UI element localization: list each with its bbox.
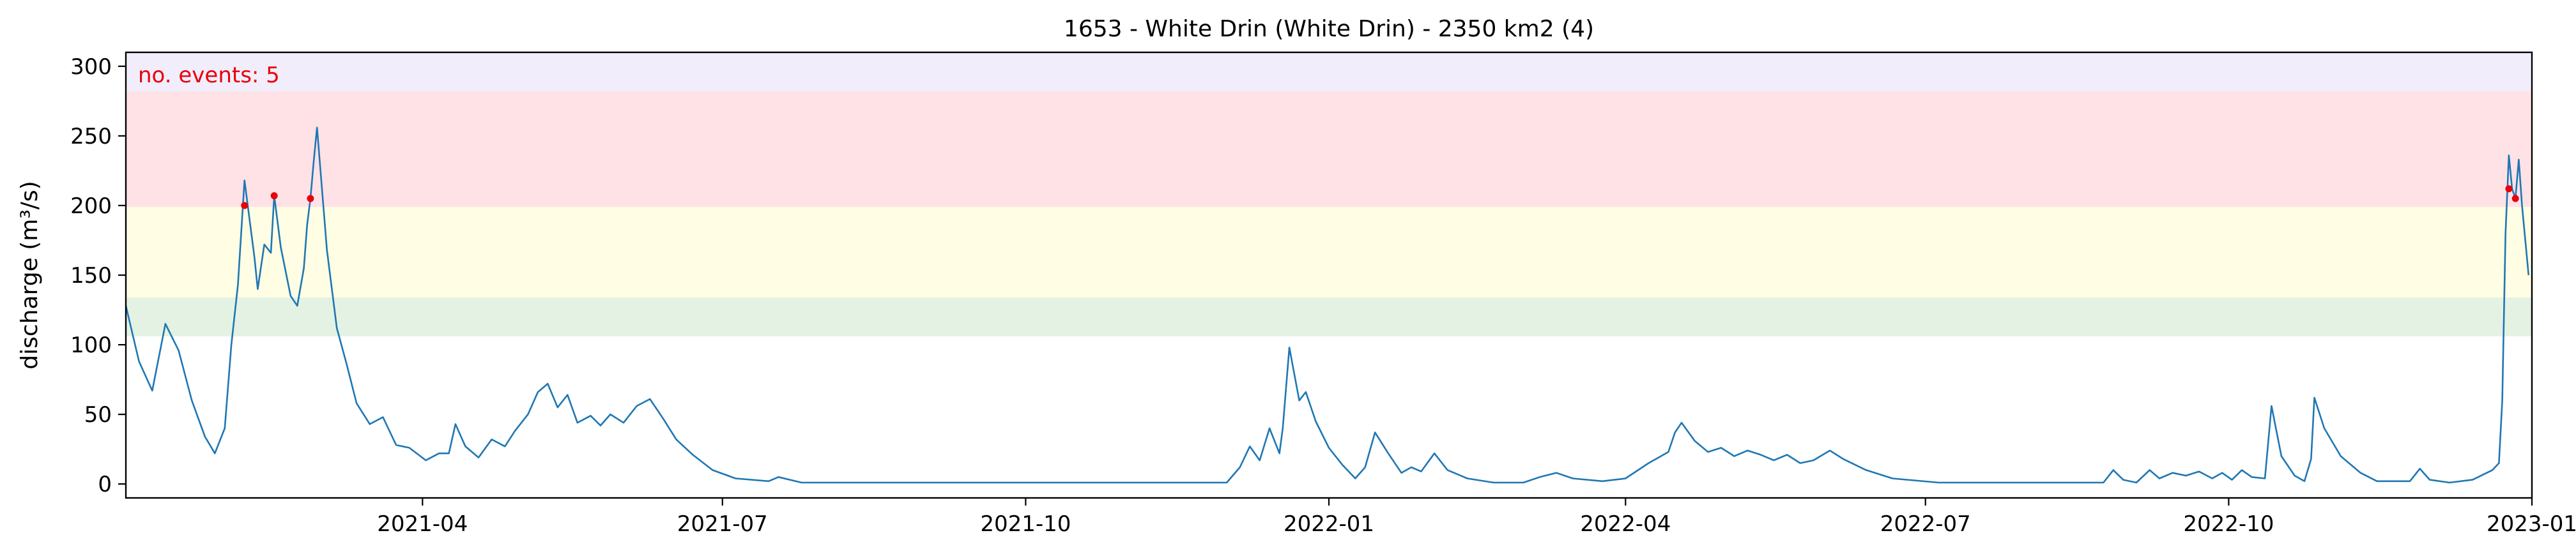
- event-marker: [241, 202, 249, 209]
- y-tick-label: 100: [70, 333, 112, 358]
- event-markers: [241, 185, 2519, 209]
- y-tick-label: 200: [70, 193, 112, 219]
- discharge-series-line: [125, 126, 2530, 484]
- y-tick-label: 150: [70, 263, 112, 289]
- x-axis: 2021-04 2021-07 2021-10 2022-01 2022-04 2022-…: [377, 498, 2576, 537]
- y-tick-label: 250: [70, 124, 112, 149]
- event-marker: [270, 192, 278, 200]
- y-tick-label: 0: [98, 472, 112, 497]
- chart-title: 1653 - White Drin (White Drin) - 2350 km…: [1064, 16, 1594, 42]
- threshold-bands: [126, 52, 2532, 336]
- threshold-band-3: [126, 91, 2532, 207]
- y-tick-label: 300: [70, 54, 112, 80]
- x-tick-label: 2023-01: [2487, 511, 2576, 537]
- event-marker: [2511, 195, 2519, 202]
- y-axis: 0 50 100 150 200 250 300: [70, 54, 126, 497]
- threshold-band-2: [126, 207, 2532, 297]
- event-marker: [307, 195, 314, 202]
- x-tick-label: 2021-07: [677, 511, 768, 537]
- x-tick-label: 2021-04: [377, 511, 468, 537]
- x-tick-label: 2022-01: [1284, 511, 1374, 537]
- events-count-annotation: no. events: 5: [138, 63, 280, 88]
- x-tick-label: 2022-07: [1880, 511, 1971, 537]
- event-marker: [2505, 185, 2513, 193]
- y-tick-label: 50: [84, 402, 112, 428]
- x-tick-label: 2021-10: [980, 511, 1071, 537]
- threshold-band-4: [126, 52, 2532, 92]
- y-axis-label: discharge (m³/s): [17, 181, 43, 369]
- x-tick-label: 2022-10: [2183, 511, 2274, 537]
- plot-frame: [125, 51, 2533, 499]
- threshold-band-1: [126, 297, 2532, 336]
- x-tick-label: 2022-04: [1580, 511, 1671, 537]
